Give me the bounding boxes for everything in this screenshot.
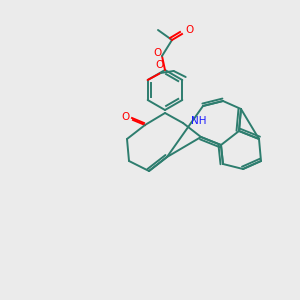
Text: O: O	[156, 60, 164, 70]
Text: O: O	[122, 112, 130, 122]
Text: O: O	[153, 48, 161, 58]
Text: O: O	[185, 25, 193, 35]
Text: NH: NH	[191, 116, 207, 126]
